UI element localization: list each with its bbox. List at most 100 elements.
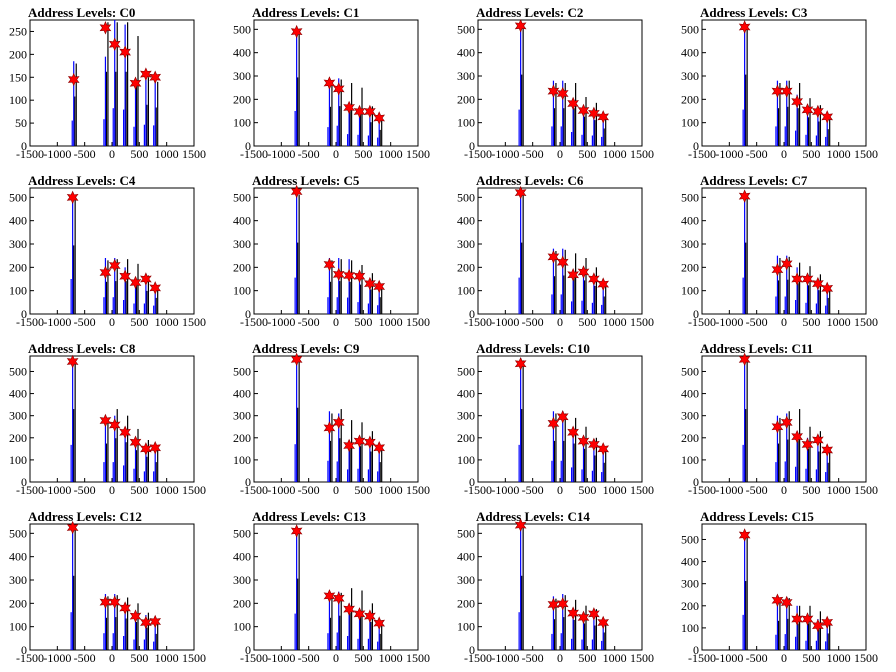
y-tick-label: 400 — [9, 214, 27, 228]
y-tick-label: 0 — [245, 643, 251, 657]
panel-title: Address Levels: C14 — [476, 509, 590, 524]
peak-marker-star — [791, 94, 803, 109]
panel-title: Address Levels: C4 — [28, 173, 136, 188]
x-tick-label: -500 — [298, 483, 320, 497]
y-tick-label: 100 — [681, 621, 699, 635]
y-tick-label: 0 — [469, 307, 475, 321]
x-tick-label: 0 — [333, 483, 339, 497]
y-tick-label: 50 — [15, 116, 27, 130]
x-tick-label: 500 — [354, 651, 372, 665]
x-tick-label: -1500 — [240, 483, 268, 497]
y-tick-label: 300 — [9, 409, 27, 423]
peak-marker-star — [597, 615, 610, 630]
chart-panel-9: Address Levels: C90100200300400500-1500-… — [233, 341, 430, 497]
y-tick-label: 400 — [457, 46, 475, 60]
y-tick-label: 400 — [233, 46, 251, 60]
peak-marker-star — [108, 418, 121, 432]
peak-marker-star — [108, 595, 121, 609]
peak-marker-star — [140, 67, 152, 81]
x-tick-label: 500 — [802, 315, 820, 329]
plot-frame — [701, 19, 867, 147]
y-tick-label: 100 — [681, 284, 699, 298]
peak-marker-star — [771, 593, 784, 608]
peak-marker-star — [547, 416, 560, 431]
peak-marker-star — [332, 591, 345, 605]
x-tick-label: -1500 — [464, 315, 492, 329]
peak-marker-star — [364, 609, 376, 623]
peak-marker-star — [597, 277, 610, 291]
peak-marker-star — [547, 250, 560, 264]
peak-marker-star — [373, 616, 386, 630]
chart-panel-12: Address Levels: C12 0 100 200 300 400 500 -1500… — [9, 509, 206, 665]
peak-marker-star — [66, 354, 79, 369]
peak-marker-star — [801, 103, 814, 117]
x-tick-label: -500 — [74, 483, 96, 497]
x-tick-label: -1500 — [464, 483, 492, 497]
peak-marker-star — [567, 425, 579, 440]
y-tick-label: 500 — [9, 526, 27, 540]
x-tick-label: -1500 — [240, 147, 268, 161]
peak-marker-star — [129, 275, 142, 290]
x-tick-label: 0 — [781, 315, 787, 329]
x-tick-label: -1500 — [16, 147, 44, 161]
plot-frame — [253, 187, 419, 315]
y-tick-label: 100 — [457, 620, 475, 634]
chart-panel-3: Address Levels: C30100200300400500-1500-… — [681, 5, 878, 161]
plot-frame — [29, 187, 195, 315]
peak-marker-star — [771, 84, 784, 98]
x-tick-label: 1000 — [379, 651, 403, 665]
panel-title: Address Levels: C12 — [28, 509, 142, 524]
x-tick-label: 0 — [557, 483, 563, 497]
peak-marker-star — [149, 614, 162, 629]
x-tick-label: 1500 — [182, 315, 206, 329]
y-tick-label: 300 — [233, 573, 251, 587]
x-tick-label: -1000 — [715, 483, 743, 497]
x-tick-label: 0 — [109, 147, 115, 161]
x-tick-label: 0 — [557, 147, 563, 161]
y-tick-label: 500 — [457, 364, 475, 378]
peak-marker-star — [67, 72, 80, 87]
peak-marker-star — [514, 356, 527, 371]
peak-marker-star — [290, 524, 303, 538]
x-tick-label: -500 — [522, 147, 544, 161]
peak-marker-star — [801, 612, 814, 626]
peak-marker-star — [99, 265, 112, 280]
x-tick-label: 1000 — [379, 315, 403, 329]
x-tick-label: 1000 — [155, 147, 179, 161]
x-tick-label: -500 — [298, 315, 320, 329]
x-tick-label: -1000 — [267, 315, 295, 329]
x-tick-label: 1500 — [854, 147, 878, 161]
x-tick-label: -1500 — [688, 315, 716, 329]
y-tick-label: 500 — [681, 532, 699, 546]
y-tick-label: 0 — [469, 643, 475, 657]
y-tick-label: 100 — [9, 93, 27, 107]
peak-marker-star — [812, 104, 824, 119]
plot-frame — [29, 355, 195, 483]
peak-marker-star — [99, 21, 112, 35]
x-tick-label: 500 — [578, 483, 596, 497]
y-tick-label: 400 — [681, 214, 699, 228]
plot-frame — [253, 523, 419, 651]
y-tick-label: 300 — [233, 237, 251, 251]
y-tick-label: 300 — [457, 573, 475, 587]
x-tick-label: -1000 — [491, 483, 519, 497]
plot-frame — [29, 523, 195, 651]
peak-marker-star — [290, 24, 303, 39]
y-tick-label: 500 — [9, 364, 27, 378]
peak-marker-star — [119, 601, 131, 615]
y-tick-label: 0 — [245, 475, 251, 489]
peak-marker-star — [514, 185, 527, 200]
panel-title: Address Levels: C6 — [476, 173, 584, 188]
y-tick-label: 400 — [681, 387, 699, 401]
y-tick-label: 100 — [9, 620, 27, 634]
y-tick-label: 500 — [681, 22, 699, 36]
y-tick-label: 200 — [681, 599, 699, 613]
x-tick-label: 0 — [781, 651, 787, 665]
chart-panel-10: Address Levels: C10 0 100 200 300 400 500 -1500… — [457, 341, 654, 497]
x-tick-label: 1000 — [603, 147, 627, 161]
x-tick-label: 500 — [578, 147, 596, 161]
y-tick-label: 200 — [457, 92, 475, 106]
peak-marker-star — [149, 70, 162, 85]
x-tick-label: -1500 — [16, 483, 44, 497]
peak-marker-star — [577, 103, 590, 118]
